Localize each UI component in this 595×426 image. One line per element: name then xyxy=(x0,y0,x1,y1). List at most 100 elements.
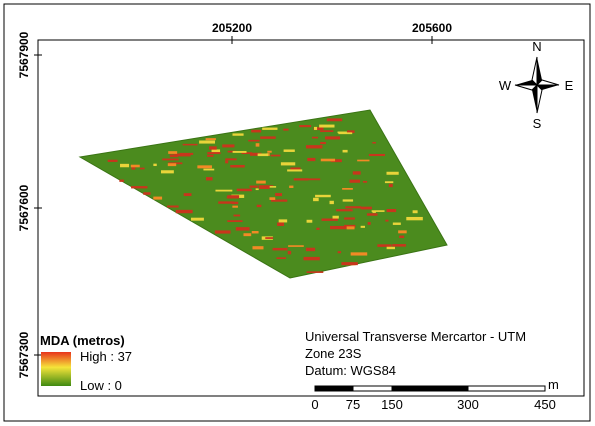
raster-streak xyxy=(153,197,162,200)
raster-streak xyxy=(344,217,355,219)
raster-streak xyxy=(299,125,311,127)
raster-streak xyxy=(316,228,319,230)
raster-streak xyxy=(207,155,213,157)
raster-streak xyxy=(399,236,404,239)
raster-streak xyxy=(131,167,135,169)
raster-streak xyxy=(322,219,338,221)
raster-streak xyxy=(353,171,361,174)
raster-streak xyxy=(361,207,372,210)
raster-streak xyxy=(271,155,281,157)
map-figure: 205200 205600 7567900 7567600 7567300 N … xyxy=(0,0,595,426)
raster-streak xyxy=(273,248,288,250)
raster-streak xyxy=(131,165,140,168)
raster-streak xyxy=(197,165,212,168)
raster-streak xyxy=(279,219,287,222)
raster-streak xyxy=(385,181,393,183)
raster-streak xyxy=(276,257,286,259)
raster-streak xyxy=(267,151,271,153)
raster-streak xyxy=(406,217,423,220)
raster-streak xyxy=(257,205,262,207)
body: 205200 205600 7567900 7567600 7567300 N … xyxy=(0,0,595,426)
raster-streak xyxy=(372,142,376,144)
y-tick-label: 7567900 xyxy=(17,31,31,78)
raster-streak xyxy=(325,136,340,139)
raster-streak xyxy=(248,140,259,142)
raster-streak xyxy=(250,186,258,188)
raster-streak xyxy=(243,233,251,236)
raster-streak xyxy=(120,164,129,167)
legend-ramp xyxy=(41,352,71,386)
raster-streak xyxy=(321,159,335,162)
raster-streak xyxy=(259,186,270,189)
x-tick-label: 205600 xyxy=(412,21,452,35)
raster-streak xyxy=(368,222,371,225)
raster-streak xyxy=(168,163,176,166)
raster-streak xyxy=(236,227,250,230)
raster-streak xyxy=(269,197,275,200)
projection-line: Zone 23S xyxy=(305,346,362,361)
raster-streak xyxy=(262,128,277,130)
raster-streak xyxy=(392,244,406,247)
raster-streak xyxy=(361,226,365,228)
raster-streak xyxy=(284,149,295,151)
projection-line: Datum: WGS84 xyxy=(305,363,396,378)
raster-streak xyxy=(288,245,304,247)
scale-label: 150 xyxy=(381,397,403,412)
scale-bar xyxy=(315,386,545,391)
y-tick-label: 7567300 xyxy=(17,331,31,378)
scale-label: 75 xyxy=(346,397,360,412)
raster-streak xyxy=(233,151,247,153)
y-tick-label: 7567600 xyxy=(17,184,31,231)
raster-streak xyxy=(108,160,118,162)
raster-streak xyxy=(393,223,401,225)
raster-streak xyxy=(338,251,341,253)
raster-streak xyxy=(385,220,388,222)
raster-streak xyxy=(167,205,179,207)
raster-streak xyxy=(161,170,174,173)
raster-streak xyxy=(170,154,178,157)
raster-streak xyxy=(345,206,361,208)
raster-streak xyxy=(252,231,259,233)
raster-streak xyxy=(143,192,150,195)
page: {"map": { "x_ticks": ["205200", "205600"… xyxy=(0,0,595,426)
raster-streak xyxy=(289,186,293,188)
raster-streak xyxy=(349,180,360,183)
raster-streak xyxy=(232,202,238,204)
north-arrow xyxy=(515,57,559,113)
raster-streak xyxy=(343,150,348,153)
raster-streak xyxy=(341,262,357,265)
raster-area xyxy=(80,110,447,278)
raster-streak xyxy=(212,149,221,152)
raster-streak xyxy=(191,218,204,221)
raster-streak xyxy=(225,160,228,163)
raster-streak xyxy=(256,143,260,146)
raster-streak xyxy=(184,193,192,196)
raster-streak xyxy=(252,246,263,249)
scale-label: 0 xyxy=(311,397,318,412)
raster-streak xyxy=(288,251,291,254)
raster-streak xyxy=(305,178,320,180)
raster-streak xyxy=(218,201,234,203)
raster-streak xyxy=(333,216,339,219)
raster-streak xyxy=(287,169,302,171)
raster-streak xyxy=(413,210,418,213)
raster-streak xyxy=(336,209,353,211)
raster-streak xyxy=(230,165,244,168)
raster-streak xyxy=(327,118,342,121)
raster-streak xyxy=(209,146,217,149)
west-label: W xyxy=(499,78,512,93)
raster-streak xyxy=(330,201,334,204)
raster-streak xyxy=(313,198,319,201)
raster-streak xyxy=(153,164,156,166)
raster-streak xyxy=(387,172,399,175)
raster-streak xyxy=(199,140,215,143)
raster-streak xyxy=(176,210,193,213)
south-label: S xyxy=(533,116,542,131)
raster-streak xyxy=(357,160,369,162)
east-label: E xyxy=(565,78,574,93)
projection-line: Universal Transverse Mercartor - UTM xyxy=(305,329,526,344)
raster-streak xyxy=(227,195,239,198)
raster-streak xyxy=(232,206,238,208)
legend-low: Low : 0 xyxy=(80,378,122,393)
raster-streak xyxy=(203,169,214,171)
